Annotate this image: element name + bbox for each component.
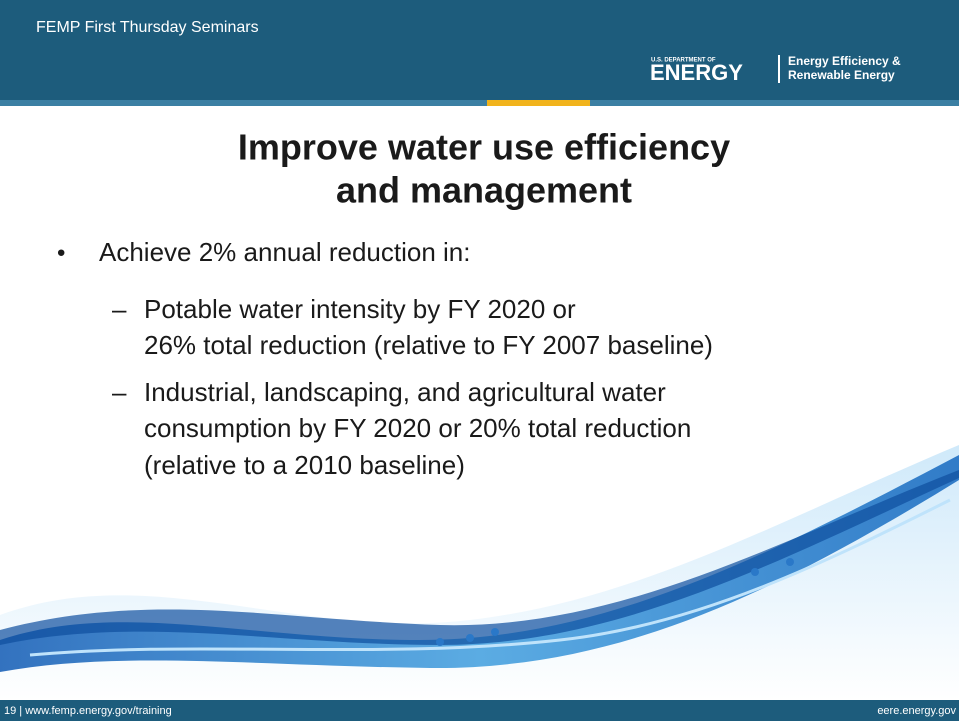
slide: FEMP First Thursday Seminars U.S. DEPART…	[0, 0, 959, 721]
bullet-marker: •	[57, 239, 65, 266]
header-stripe	[0, 100, 959, 106]
footer-left: 19 | www.femp.energy.gov/training	[4, 705, 172, 717]
droplet	[466, 634, 474, 642]
sub-bullet-text: Industrial, landscaping, and agricultura…	[144, 377, 666, 407]
page: FEMP First Thursday Seminars U.S. DEPART…	[0, 0, 959, 721]
header-bar	[0, 0, 959, 100]
bullet-text: Achieve 2% annual reduction in:	[99, 237, 470, 267]
sub-bullet-text: (relative to a 2010 baseline)	[144, 450, 465, 480]
footer-right: eere.energy.gov	[877, 705, 956, 717]
logo-office: Energy Efficiency &	[788, 54, 901, 68]
sub-bullet-text: Potable water intensity by FY 2020 or	[144, 294, 576, 324]
slide-title: and management	[336, 170, 632, 211]
sub-bullet-text: 26% total reduction (relative to FY 2007…	[144, 330, 713, 360]
sub-bullet-marker: –	[112, 377, 127, 407]
logo-divider	[778, 55, 780, 83]
droplet	[751, 568, 759, 576]
droplet	[491, 628, 499, 636]
sub-bullet-marker: –	[112, 294, 127, 324]
droplet	[786, 558, 794, 566]
logo-office: Renewable Energy	[788, 68, 895, 82]
header-stripe-accent	[487, 100, 590, 106]
sub-bullet-text: consumption by FY 2020 or 20% total redu…	[144, 413, 691, 443]
logo-agency: ENERGY	[650, 60, 743, 85]
header-text: FEMP First Thursday Seminars	[36, 19, 259, 36]
slide-title: Improve water use efficiency	[238, 127, 730, 168]
droplet	[436, 638, 444, 646]
